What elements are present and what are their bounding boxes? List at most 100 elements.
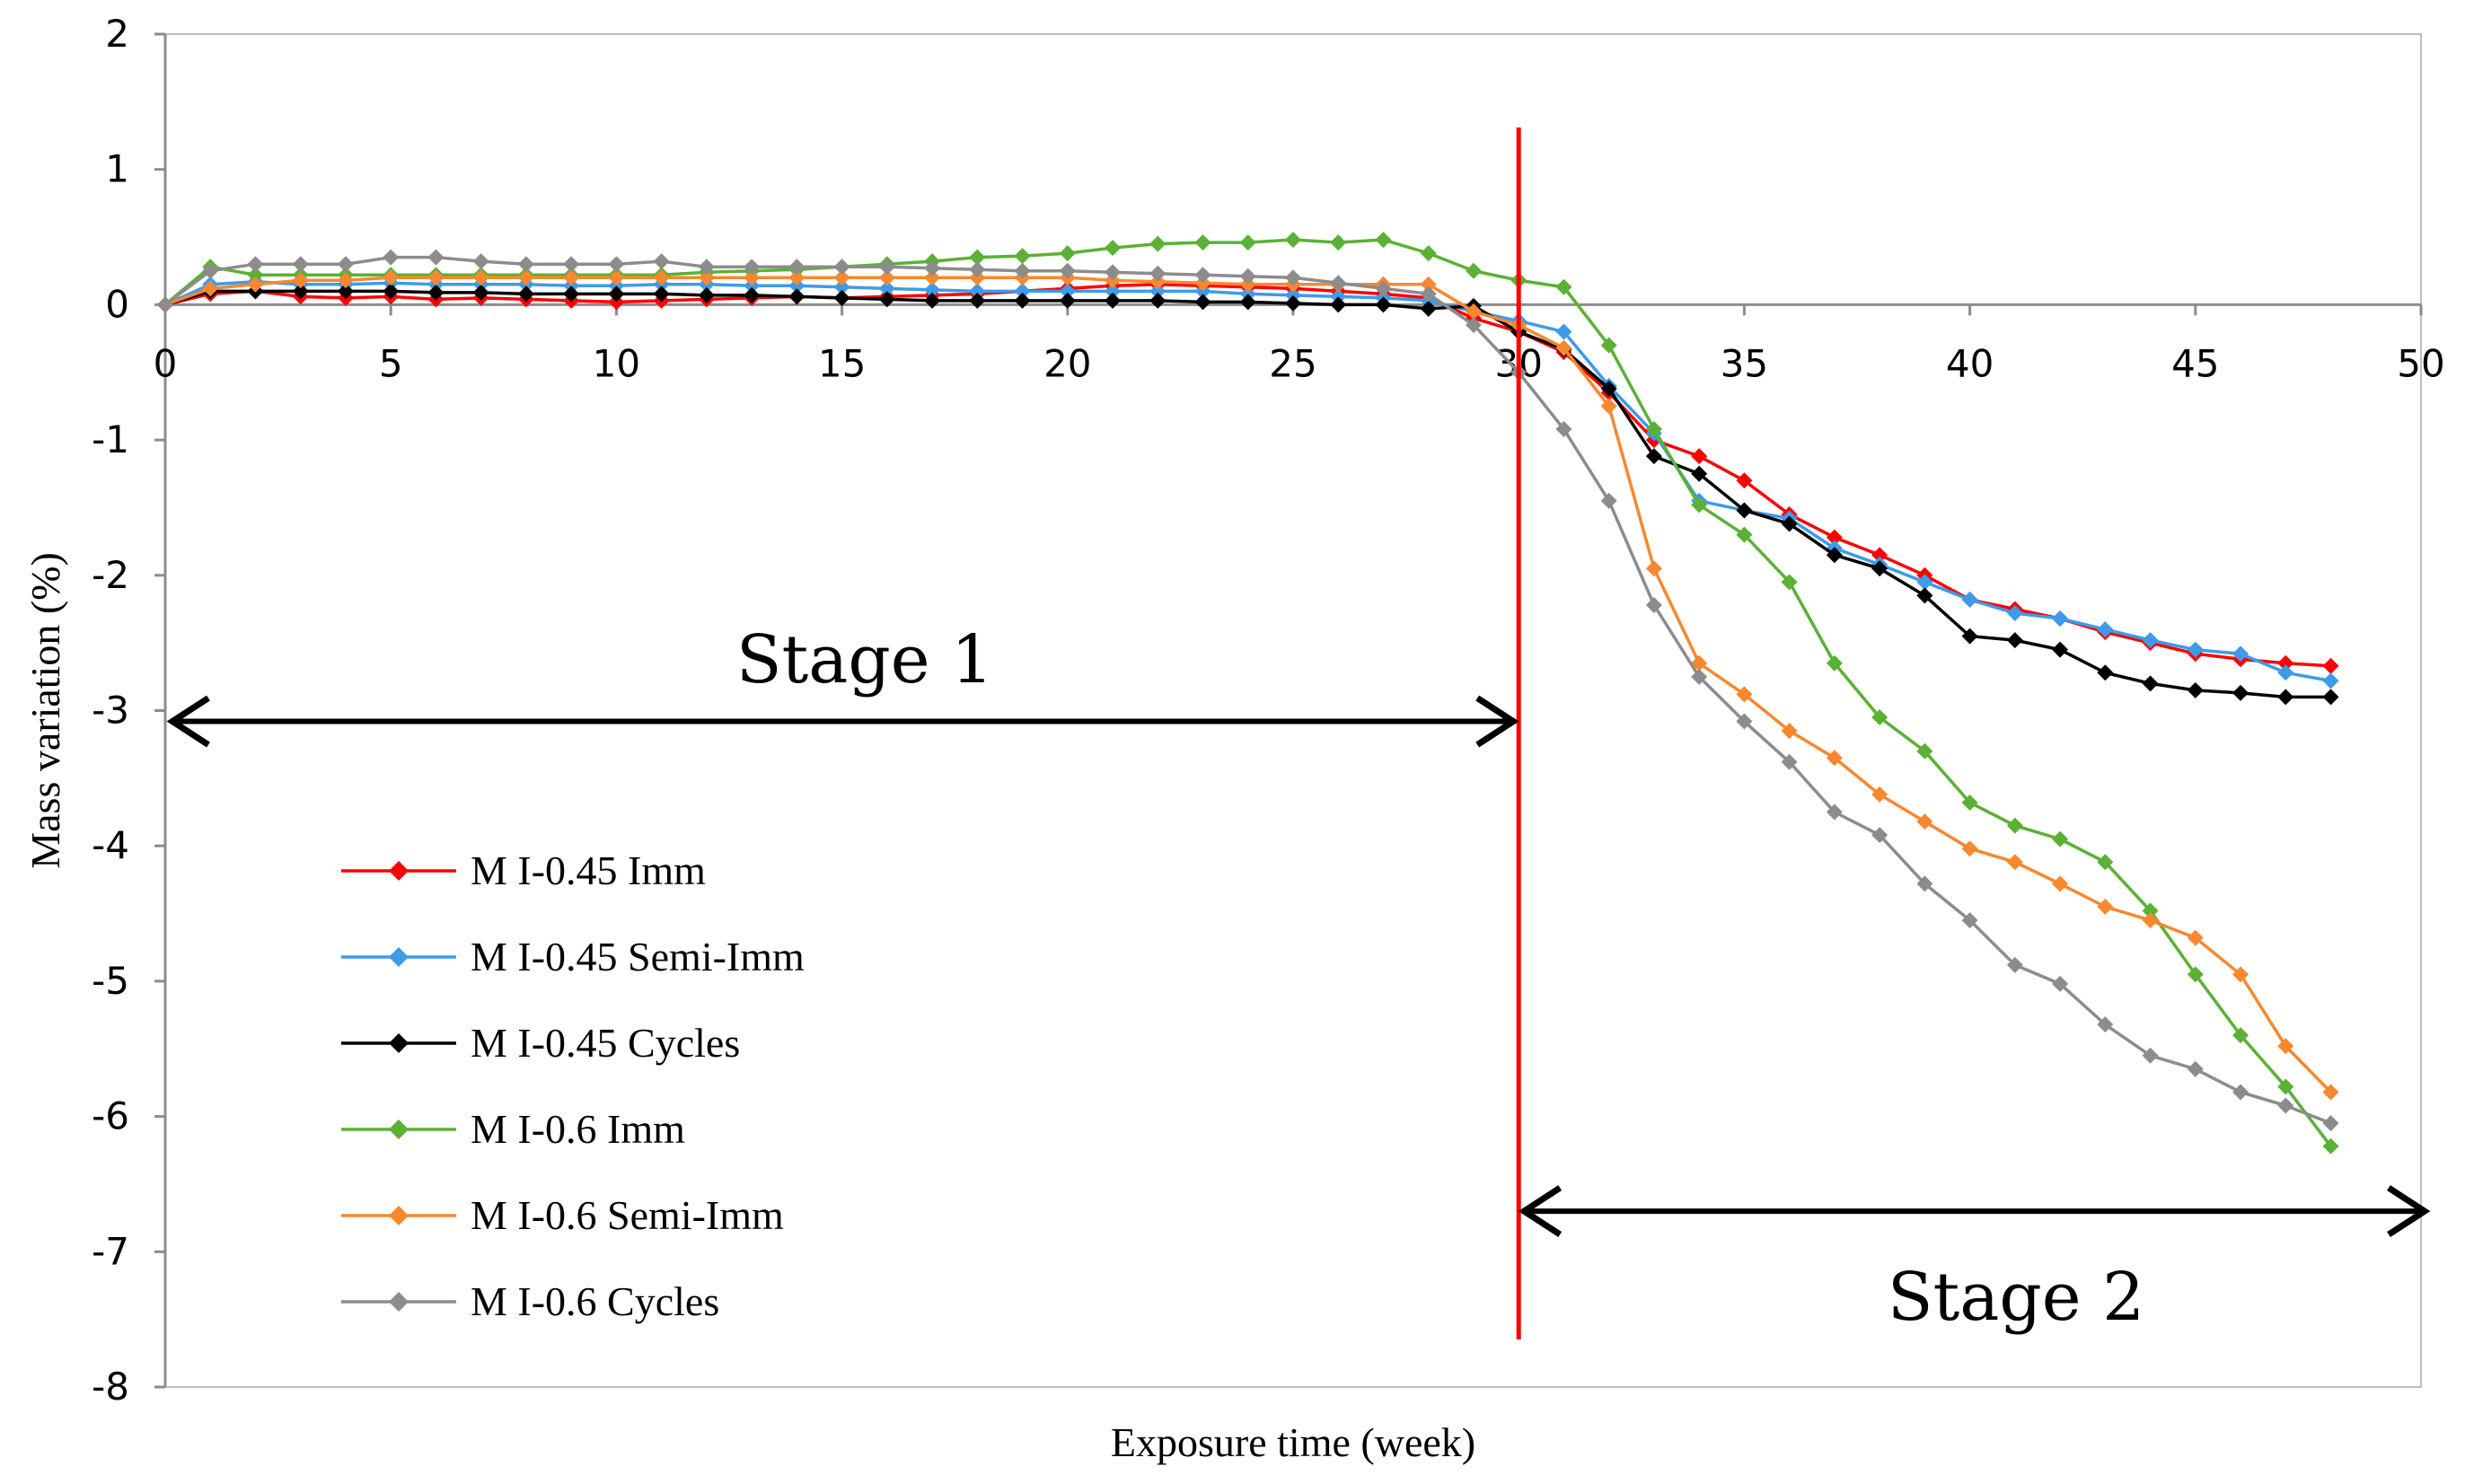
data-point: [2232, 1084, 2249, 1101]
arrow-head-right: [2387, 1185, 2431, 1238]
data-point: [608, 285, 625, 303]
data-point: [563, 269, 580, 286]
data-point: [744, 286, 761, 303]
x-tick-label: 45: [2171, 341, 2219, 385]
data-point: [472, 253, 489, 270]
data-point: [969, 249, 986, 266]
data-point: [1871, 547, 1888, 564]
data-point: [1014, 292, 1031, 309]
data-point: [1375, 232, 1392, 249]
data-point: [1871, 709, 1888, 726]
y-tick-label: -8: [92, 1365, 129, 1409]
data-point: [1105, 240, 1122, 257]
annotations-layer: Stage 1 Stage 2: [166, 127, 2431, 1339]
data-point: [744, 259, 761, 276]
data-point: [1194, 294, 1211, 311]
data-point: [788, 269, 806, 286]
data-point: [1781, 574, 1798, 591]
data-point: [2187, 1060, 2204, 1077]
data-point: [1781, 753, 1798, 770]
data-point: [2006, 854, 2023, 871]
x-tick-label: 20: [1043, 341, 1091, 385]
data-point: [1736, 713, 1753, 730]
data-point: [788, 288, 806, 305]
y-axis-title: Mass variation (%): [22, 552, 68, 869]
data-point: [833, 289, 850, 306]
x-tick-label: 10: [593, 341, 640, 385]
data-point: [1871, 786, 1888, 803]
legend-marker: [389, 861, 409, 881]
data-point: [292, 272, 309, 289]
data-point: [2052, 830, 2069, 847]
data-point: [1781, 723, 1798, 740]
data-point: [2052, 975, 2069, 992]
data-point: [1194, 275, 1211, 292]
arrow-head-left: [1518, 1185, 1563, 1238]
data-point: [472, 269, 489, 286]
data-point: [247, 276, 264, 293]
data-point: [2142, 912, 2159, 929]
data-point: [1059, 245, 1076, 262]
series-line: [164, 283, 2331, 668]
stage-1-label: Stage 1: [736, 621, 993, 698]
y-tick-label: -6: [92, 1094, 129, 1138]
data-point: [1600, 492, 1617, 509]
data-point: [878, 280, 895, 297]
legend-label: M I-0.45 Imm: [471, 847, 706, 893]
data-point: [1961, 591, 1978, 608]
data-point: [2277, 689, 2294, 706]
data-point: [2232, 966, 2249, 983]
data-point: [1916, 574, 1933, 591]
data-point: [1059, 283, 1076, 300]
data-point: [1239, 285, 1256, 303]
data-point: [1149, 265, 1166, 282]
legend: M I-0.45 Imm M I-0.45 Semi-Imm M I-0.45 Cy…: [341, 847, 805, 1324]
y-tick-label: -3: [92, 689, 129, 733]
y-tick-label: -2: [92, 553, 129, 597]
data-point: [878, 269, 895, 286]
data-point: [1600, 380, 1617, 397]
y-tick-label: -1: [92, 417, 129, 461]
data-point: [1555, 421, 1572, 438]
data-point: [1105, 292, 1122, 309]
data-point: [1465, 262, 1482, 279]
data-point: [1194, 283, 1211, 300]
data-point: [1555, 323, 1572, 340]
series-line: [163, 238, 2332, 1147]
data-point: [2322, 657, 2339, 674]
data-point: [698, 269, 715, 286]
data-point: [744, 269, 761, 286]
legend-item-1: M I-0.45 Imm: [341, 847, 706, 893]
data-point: [1600, 398, 1617, 415]
data-point: [608, 269, 625, 286]
series-6: [157, 249, 2339, 1132]
arrow-head-left: [166, 695, 210, 748]
data-point: [337, 283, 354, 300]
data-point: [1465, 317, 1482, 334]
data-point: [427, 249, 445, 266]
y-tick-label: 2: [105, 12, 129, 56]
data-point: [2232, 645, 2249, 663]
y-tick-label: 0: [105, 282, 129, 326]
data-point: [2322, 672, 2339, 689]
data-point: [2277, 1038, 2294, 1055]
data-point: [969, 292, 986, 309]
data-point: [1691, 654, 1708, 672]
data-point: [2187, 681, 2204, 698]
series-4: [157, 232, 2339, 1155]
legend-label: M I-0.45 Semi-Imm: [471, 934, 805, 979]
data-point: [1691, 668, 1708, 685]
data-point: [788, 259, 806, 276]
data-point: [1736, 526, 1753, 543]
data-point: [1961, 628, 1978, 645]
x-tick-label: 40: [1946, 341, 1994, 385]
x-tick-label: 25: [1269, 341, 1316, 385]
legend-item-3: M I-0.45 Cycles: [341, 1020, 740, 1066]
data-point: [969, 283, 986, 300]
data-point: [1420, 245, 1437, 262]
data-point: [1149, 292, 1166, 309]
data-point: [698, 259, 715, 276]
data-point: [563, 256, 580, 273]
data-point: [2097, 854, 2114, 871]
data-point: [878, 259, 895, 276]
